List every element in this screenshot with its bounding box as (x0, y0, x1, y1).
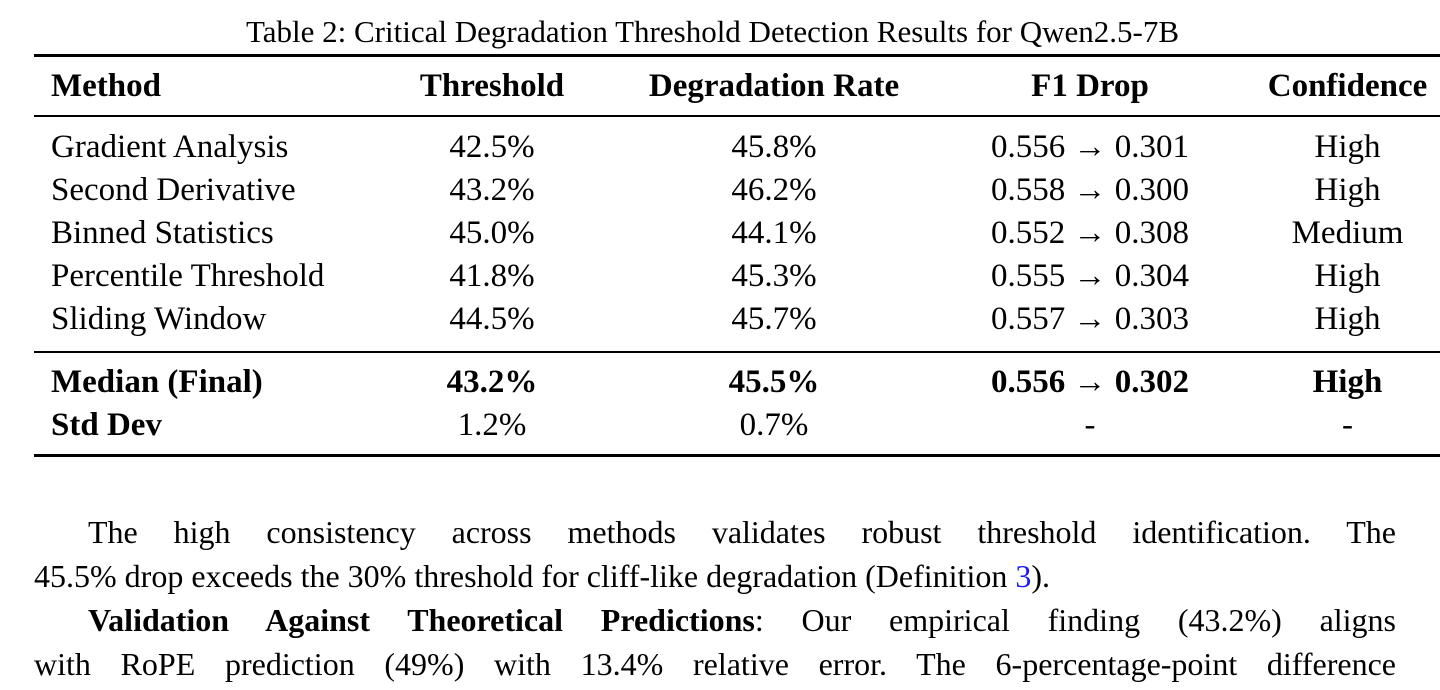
row-threshold: 44.5% (449, 301, 535, 337)
header-degradation-rate: Degradation Rate (648, 68, 900, 104)
summary-threshold: 43.2% (446, 364, 538, 400)
row-f1-drop: 0.558 → 0.300 (991, 172, 1189, 208)
row-degradation-rate: 46.2% (731, 172, 817, 208)
summary-f1-drop: - (1084, 407, 1096, 443)
row-degradation-rate: 45.8% (731, 129, 817, 165)
header-confidence: Confidence (1267, 68, 1428, 104)
paragraph-text: 45.5% drop exceeds the 30% threshold for… (34, 558, 1016, 594)
header-threshold: Threshold (419, 68, 565, 104)
paragraph-line: Validation Against Theoretical Predictio… (34, 598, 1396, 642)
summary-confidence: High (1312, 364, 1383, 400)
row-method: Binned Statistics (51, 215, 274, 251)
table-caption: Table 2: Critical Degradation Threshold … (245, 14, 1180, 49)
row-degradation-rate: 45.3% (731, 258, 817, 294)
table-top-rule (34, 54, 1440, 57)
paragraph-line: The high consistency across methods vali… (88, 514, 1396, 550)
summary-f1-drop: 0.556 → 0.302 (991, 364, 1189, 400)
row-f1-drop: 0.556 → 0.301 (991, 129, 1189, 165)
paragraph-text: : Our empirical finding (43.2%) aligns (754, 602, 1397, 638)
row-threshold: 42.5% (449, 129, 535, 165)
summary-label: Median (Final) (51, 364, 263, 400)
paragraph-line: 45.5% drop exceeds the 30% threshold for… (34, 554, 1396, 598)
row-method: Percentile Threshold (51, 258, 325, 294)
row-threshold: 45.0% (449, 215, 535, 251)
row-threshold: 41.8% (449, 258, 535, 294)
body-paragraph-1: The high consistency across methods vali… (34, 510, 1396, 598)
summary-degradation-rate: 0.7% (739, 407, 809, 443)
row-confidence: Medium (1291, 215, 1404, 251)
paragraph-line: with RoPE prediction (49%) with 13.4% re… (34, 646, 1396, 682)
row-f1-drop: 0.552 → 0.308 (991, 215, 1189, 251)
body-paragraph-2: Validation Against Theoretical Predictio… (34, 598, 1396, 686)
summary-threshold: 1.2% (457, 407, 527, 443)
paragraph-bold-lead: Validation Against Theoretical Predictio… (88, 602, 755, 638)
table-bottom-rule (34, 454, 1440, 457)
summary-label: Std Dev (51, 407, 162, 443)
table-summary-rule (34, 351, 1440, 353)
summary-degradation-rate: 45.5% (728, 364, 820, 400)
definition-reference-link[interactable]: 3 (1015, 558, 1032, 594)
summary-confidence: - (1342, 407, 1353, 443)
row-method: Gradient Analysis (51, 129, 289, 165)
paragraph-text: ). (1031, 558, 1050, 594)
row-confidence: High (1314, 258, 1381, 294)
row-degradation-rate: 44.1% (731, 215, 817, 251)
row-confidence: High (1314, 301, 1381, 337)
row-method: Second Derivative (51, 172, 296, 208)
table-header-rule (34, 115, 1440, 117)
row-f1-drop: 0.555 → 0.304 (991, 258, 1189, 294)
header-f1-drop: F1 Drop (1031, 68, 1149, 104)
row-confidence: High (1314, 172, 1381, 208)
row-method: Sliding Window (51, 301, 267, 337)
row-threshold: 43.2% (449, 172, 535, 208)
row-f1-drop: 0.557 → 0.303 (991, 301, 1189, 337)
row-degradation-rate: 45.7% (731, 301, 817, 337)
row-confidence: High (1314, 129, 1381, 165)
header-method: Method (51, 68, 161, 104)
